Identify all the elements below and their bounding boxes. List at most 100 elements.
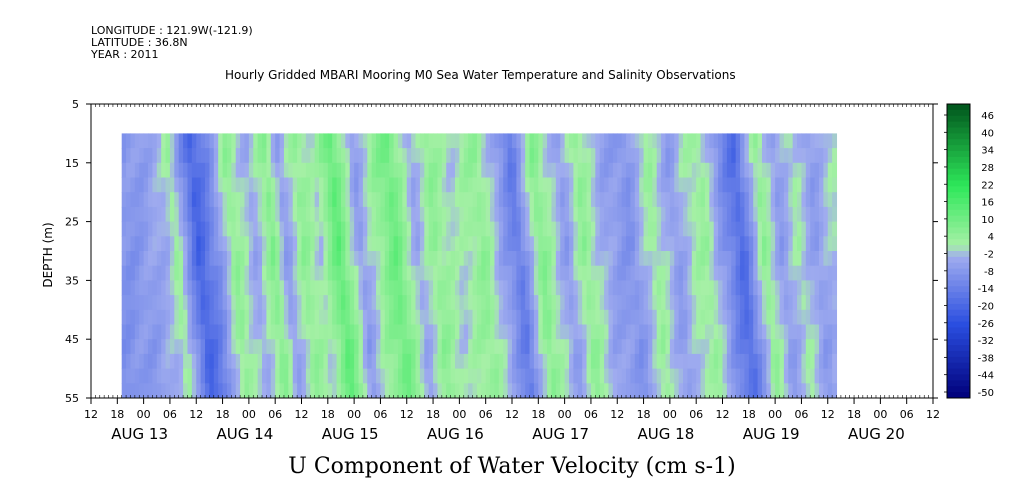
- heatmap-cell: [139, 368, 145, 384]
- heatmap-cell: [437, 383, 443, 399]
- heatmap-cell: [345, 265, 351, 281]
- heatmap-cell: [419, 206, 425, 223]
- heatmap-cell: [463, 206, 469, 223]
- heatmap-cell: [283, 265, 289, 281]
- heatmap-cell: [139, 280, 145, 296]
- heatmap-cell: [165, 177, 171, 193]
- heatmap-cell: [178, 133, 184, 149]
- heatmap-cell: [323, 192, 329, 208]
- heatmap-cell: [577, 353, 583, 370]
- heatmap-cell: [244, 295, 250, 311]
- heatmap-cell: [205, 265, 210, 281]
- heatmap-cell: [262, 295, 267, 311]
- heatmap-cell: [301, 339, 307, 355]
- heatmap-cell: [209, 221, 215, 237]
- heatmap-cell: [564, 236, 570, 252]
- heatmap-cell: [823, 339, 829, 355]
- heatmap-cell: [577, 339, 583, 355]
- heatmap-cell: [463, 251, 469, 267]
- heatmap-cell: [573, 353, 579, 370]
- heatmap-cell: [731, 177, 737, 193]
- heatmap-cell: [257, 324, 263, 340]
- heatmap-cell: [196, 236, 202, 252]
- heatmap-cell: [507, 206, 513, 223]
- heatmap-cell: [555, 339, 561, 355]
- heatmap-cell: [196, 309, 202, 325]
- heatmap-cell: [805, 383, 811, 399]
- heatmap-cell: [463, 280, 469, 296]
- heatmap-cell: [525, 339, 531, 355]
- colorbar-segment: [947, 256, 970, 264]
- heatmap-cell: [797, 192, 802, 208]
- heatmap-cell: [205, 177, 210, 193]
- heatmap-cell: [340, 162, 346, 178]
- heatmap-cell: [726, 368, 732, 384]
- heatmap-cell: [459, 309, 465, 325]
- heatmap-cell: [542, 133, 548, 149]
- heatmap-cell: [683, 133, 688, 149]
- heatmap-cell: [459, 295, 465, 311]
- heatmap-cell: [292, 251, 298, 267]
- heatmap-cell: [178, 192, 184, 208]
- heatmap-cell: [226, 251, 232, 267]
- heatmap-cell: [700, 353, 706, 370]
- heatmap-cell: [191, 353, 197, 370]
- x-tick-label: 12: [505, 408, 519, 421]
- heatmap-cell: [577, 295, 583, 311]
- heatmap-cell: [332, 309, 338, 325]
- heatmap-cell: [647, 383, 653, 399]
- heatmap-cell: [490, 339, 495, 355]
- heatmap-cell: [437, 309, 443, 325]
- heatmap-cell: [134, 339, 140, 355]
- heatmap-cell: [490, 192, 495, 208]
- heatmap-cell: [319, 368, 324, 384]
- heatmap-cell: [744, 353, 750, 370]
- heatmap-cell: [761, 265, 767, 281]
- heatmap-cell: [643, 206, 649, 223]
- heatmap-cell: [735, 192, 741, 208]
- heatmap-cell: [257, 353, 263, 370]
- heatmap-cell: [253, 133, 259, 149]
- heatmap-cell: [577, 148, 583, 164]
- heatmap-cell: [704, 368, 710, 384]
- heatmap-cell: [547, 265, 552, 281]
- heatmap-cell: [266, 133, 272, 149]
- heatmap-cell: [161, 265, 167, 281]
- heatmap-cell: [481, 206, 487, 223]
- heatmap-cell: [525, 236, 531, 252]
- heatmap-cell: [617, 295, 623, 311]
- heatmap-cell: [661, 265, 666, 281]
- heatmap-cell: [814, 251, 820, 267]
- colorbar-segment: [947, 374, 970, 381]
- heatmap-cell: [542, 295, 548, 311]
- heatmap-cell: [301, 148, 307, 164]
- colorbar-segment: [947, 192, 970, 199]
- heatmap-cell: [121, 368, 127, 384]
- heatmap-cell: [433, 295, 438, 311]
- heatmap-cell: [292, 368, 298, 384]
- heatmap-cell: [196, 148, 202, 164]
- heatmap-cell: [740, 339, 745, 355]
- heatmap-cell: [573, 221, 579, 237]
- heatmap-cell: [753, 236, 759, 252]
- heatmap-cell: [516, 133, 522, 149]
- heatmap-cell: [358, 339, 364, 355]
- heatmap-cell: [367, 148, 373, 164]
- heatmap-cell: [713, 162, 719, 178]
- heatmap-cell: [411, 192, 417, 208]
- heatmap-cell: [507, 133, 513, 149]
- heatmap-cell: [775, 162, 781, 178]
- heatmap-cell: [516, 206, 522, 223]
- heatmap-cell: [555, 162, 561, 178]
- heatmap-cell: [731, 133, 737, 149]
- heatmap-cell: [735, 324, 741, 340]
- heatmap-cell: [678, 353, 684, 370]
- heatmap-cell: [634, 133, 640, 149]
- heatmap-cell: [314, 206, 320, 223]
- heatmap-cell: [630, 265, 636, 281]
- heatmap-cell: [270, 280, 276, 296]
- heatmap-cell: [174, 177, 180, 193]
- heatmap-cell: [573, 339, 579, 355]
- heatmap-cell: [218, 177, 224, 193]
- heatmap-cell: [481, 162, 487, 178]
